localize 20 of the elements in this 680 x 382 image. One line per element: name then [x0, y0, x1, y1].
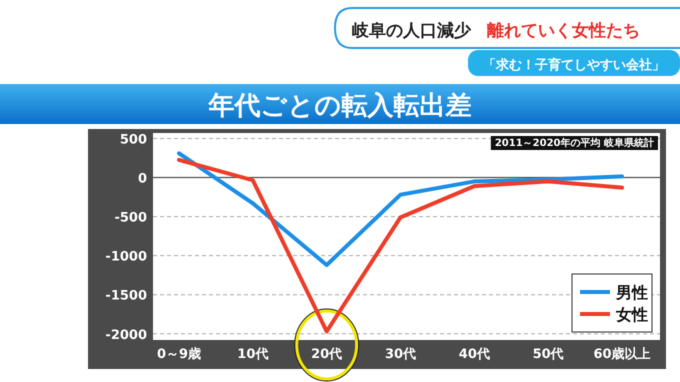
y-tick-label: -1000 — [105, 250, 147, 265]
x-tick-label: 60歳以上 — [593, 347, 651, 362]
text: 「求む！子育てしやすい会社」 — [483, 57, 665, 73]
x-tick-label: 50代 — [532, 347, 564, 362]
y-tick-label: -1500 — [105, 288, 147, 304]
annotation: 2011～2020年の平均 岐阜県統計 — [494, 137, 654, 149]
x-tick-label: 10代 — [237, 347, 268, 362]
x-tick-label: 20代 — [311, 347, 342, 362]
y-tick-label: 0 — [138, 172, 147, 187]
y-tick-label: 500 — [120, 132, 147, 148]
chart-title: 年代ごとの転入転出差 — [208, 91, 472, 121]
legend-label: 女性 — [615, 305, 648, 324]
y-tick-label: -2000 — [105, 328, 147, 343]
x-tick-label: 40代 — [458, 347, 490, 362]
x-tick-label: 0～9歳 — [156, 347, 202, 362]
text: 離れていく女性たち — [486, 21, 640, 41]
y-tick-label: -500 — [114, 210, 147, 226]
text: 岐阜の人口減少 — [352, 21, 472, 41]
legend-label: 男性 — [615, 283, 648, 302]
x-tick-label: 30代 — [384, 347, 416, 362]
